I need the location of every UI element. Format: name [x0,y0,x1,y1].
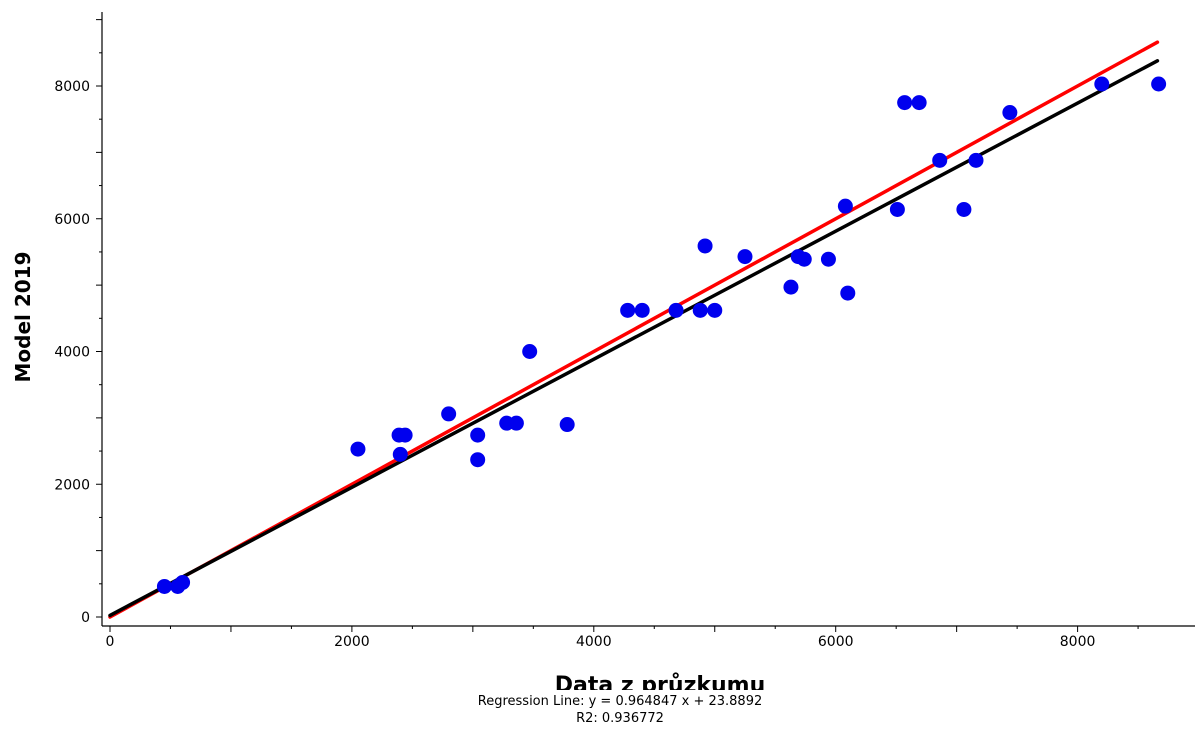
data-point [737,249,753,265]
data-point [897,95,913,111]
data-point [668,302,684,318]
data-point [697,238,713,254]
y-tick-label: 0 [81,610,90,626]
x-tick-label: 6000 [818,634,854,650]
data-point [156,578,172,594]
data-point [707,302,723,318]
regression-equation: Regression Line: y = 0.964847 x + 23.889… [477,694,763,709]
x-tick-label: 2000 [334,634,370,650]
data-point [692,302,708,318]
y-tick-label: 6000 [54,212,90,228]
x-axis-title: Data z průzkumu [555,673,766,690]
data-point [397,427,413,443]
regression-line [108,59,1160,618]
y-tick-label: 4000 [54,345,90,361]
y-axis-title: Model 2019 [11,251,35,382]
data-point [522,344,538,359]
data-point [840,285,856,301]
data-point [441,406,457,422]
data-point [1002,105,1018,121]
data-point [796,251,812,267]
x-tick-label: 4000 [576,634,612,650]
y-tick-label: 8000 [54,79,90,95]
data-point [1151,76,1167,92]
lines-layer [108,40,1160,619]
data-point [889,201,905,217]
labels-layer: 0 2000 4000 6000 8000 0 2000 4000 6000 8000 [54,79,1095,650]
r-squared: R2: 0.936772 [576,711,664,726]
data-point [508,415,524,431]
y-tick-label: 2000 [54,477,90,493]
data-point [634,302,650,318]
points-layer [156,76,1167,594]
data-point [956,201,972,217]
data-point [470,427,486,443]
x-tick-label: 0 [106,634,115,650]
data-point [392,446,408,462]
data-point [620,302,636,318]
data-point [783,279,799,295]
data-point [1094,76,1110,92]
scatter-chart: 0 2000 4000 6000 8000 0 2000 4000 6000 8000 Data … [11,12,1195,690]
data-point [559,417,575,433]
data-point [968,152,984,168]
data-point [820,251,836,267]
data-point [350,441,366,457]
data-point [837,198,853,214]
data-point [470,452,486,468]
data-point [911,95,927,111]
data-point [932,152,948,168]
data-point [175,574,191,590]
x-tick-label: 8000 [1060,634,1096,650]
axes [96,12,1195,632]
